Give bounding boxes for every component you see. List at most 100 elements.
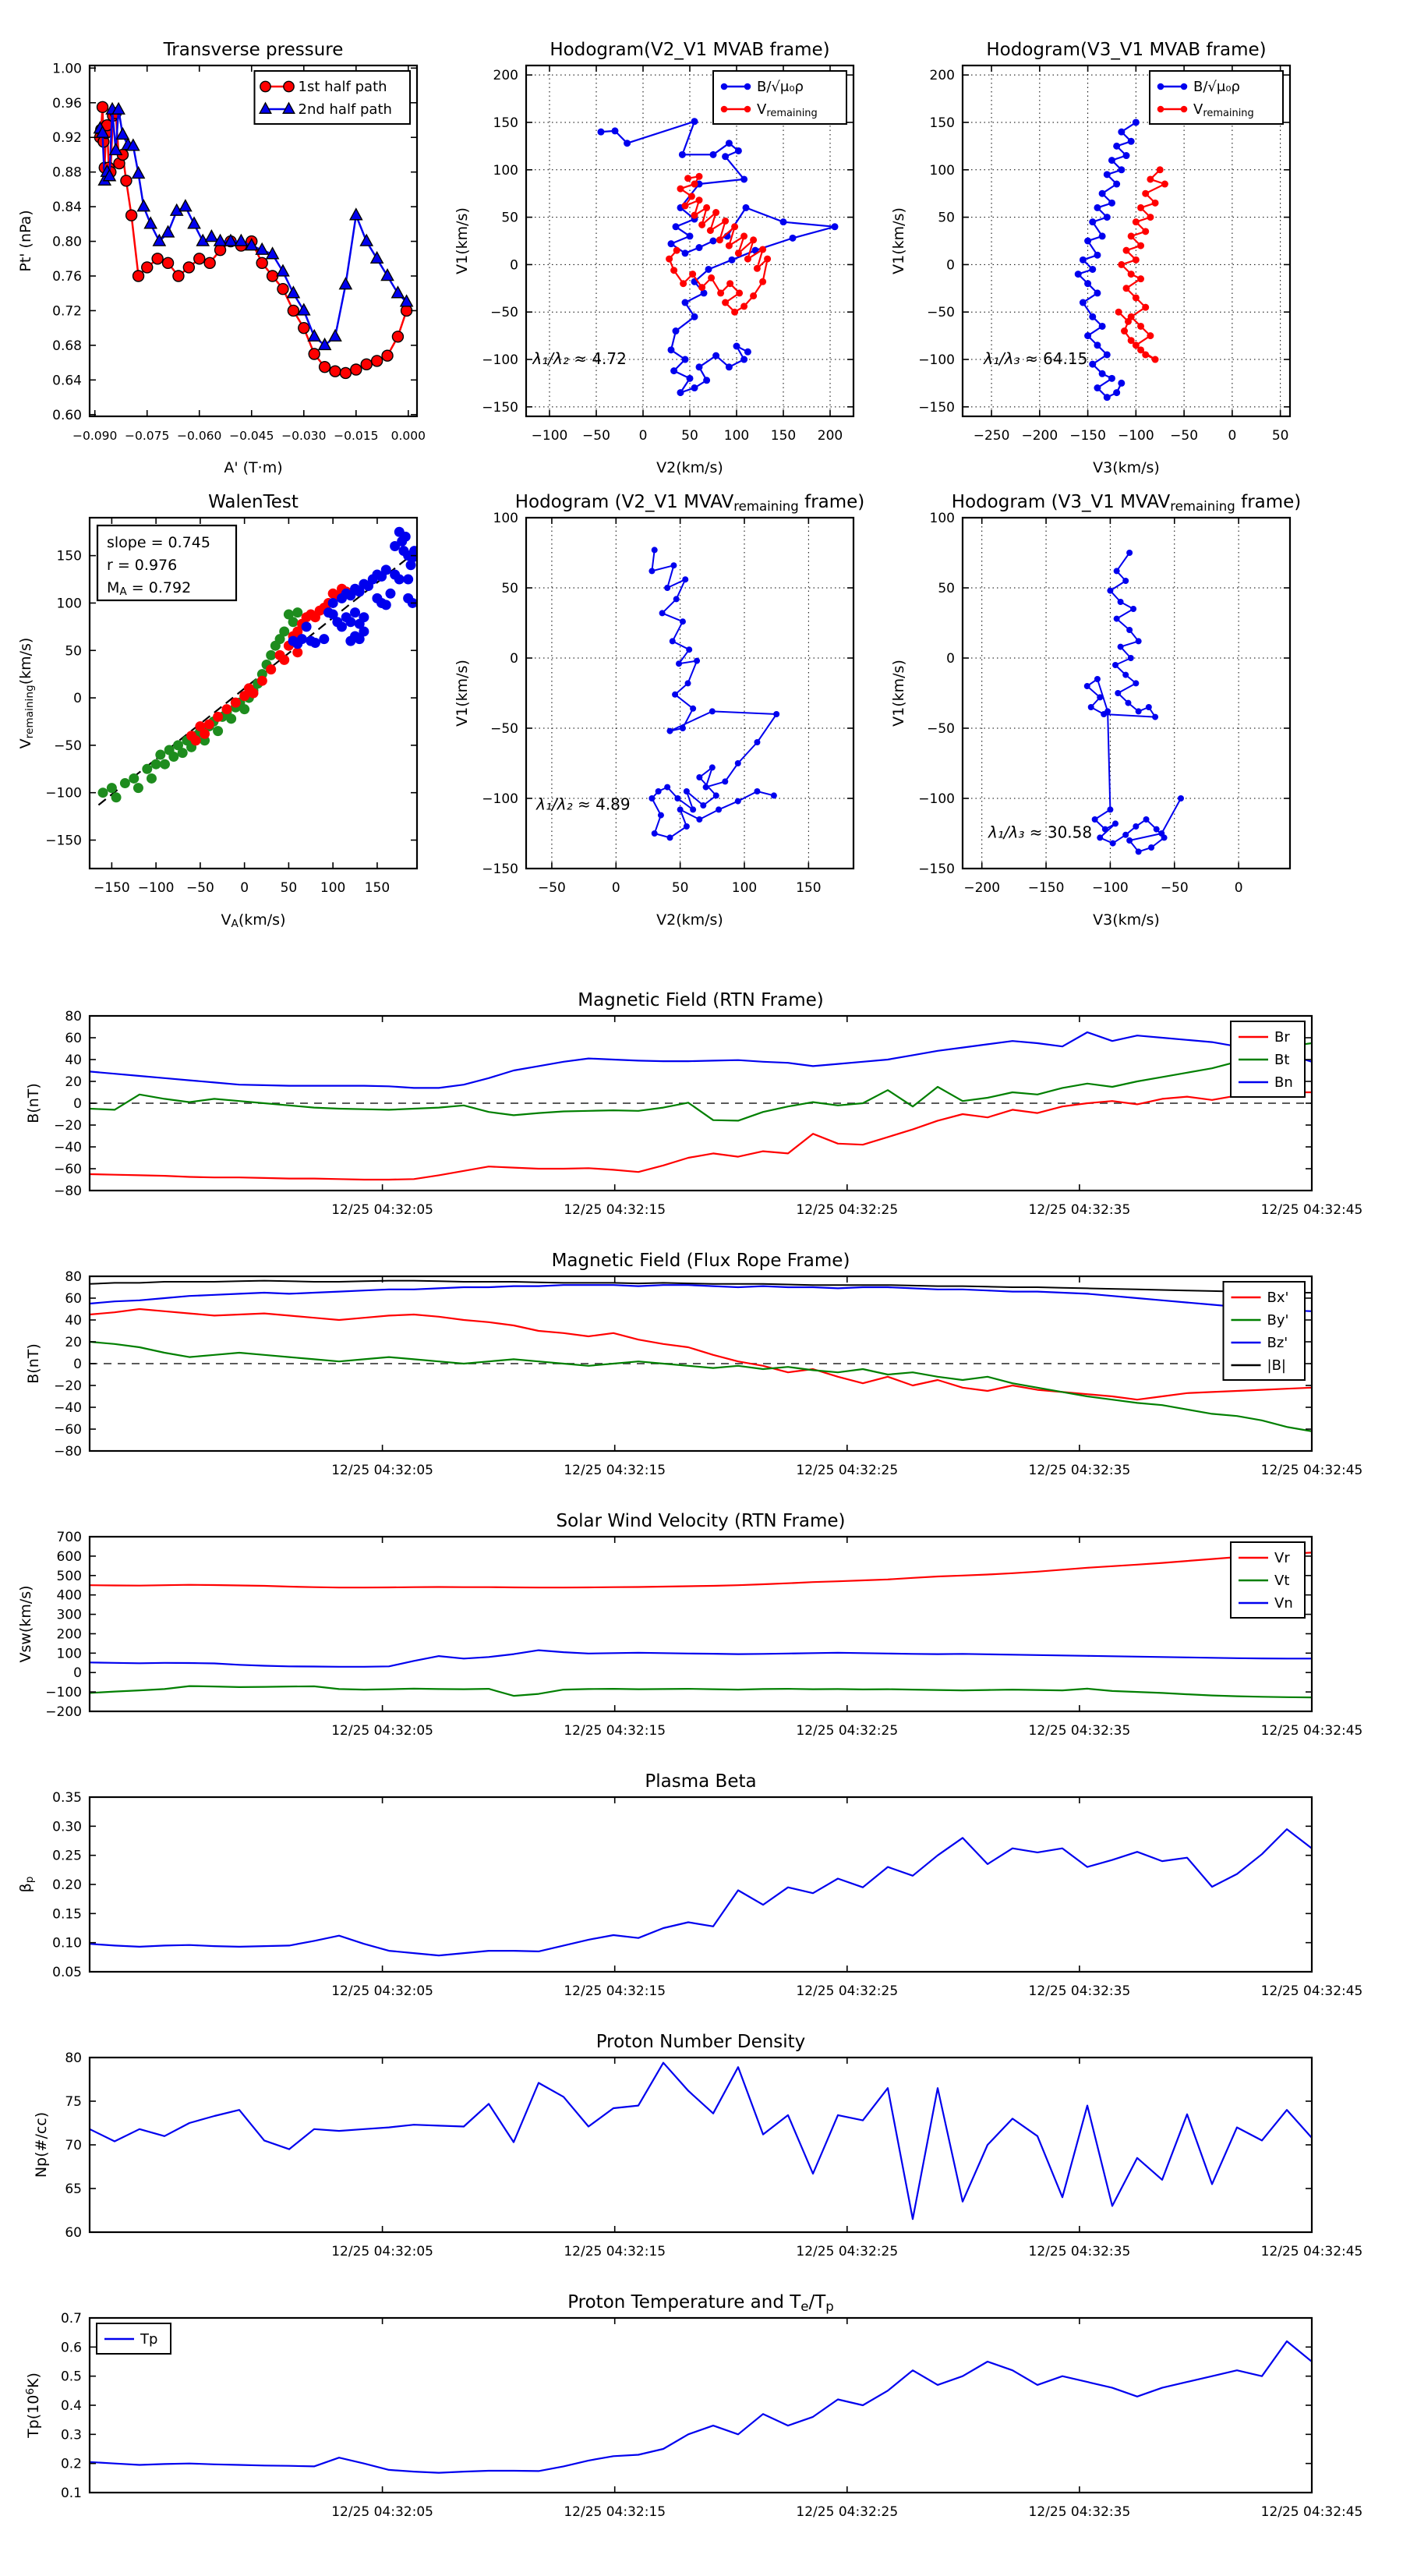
svg-text:40: 40 bbox=[65, 1053, 82, 1068]
svg-text:−150: −150 bbox=[482, 400, 518, 416]
svg-text:100: 100 bbox=[493, 163, 518, 179]
legend-solar-wind-velocity: Vr Vt Vn bbox=[1230, 1541, 1306, 1619]
svg-text:−50: −50 bbox=[927, 305, 955, 320]
ticks-hodogram-v2v1-mvab: −100 −50 0 50 100 150 200 −150 −100 −50 0 50 100 150 2… bbox=[482, 65, 853, 444]
xlabel-hodogram-v2v1-mvab: V2(km/s) bbox=[656, 459, 723, 476]
proton-number-density-series-0 bbox=[90, 2061, 1312, 2220]
svg-text:0.6: 0.6 bbox=[61, 2340, 82, 2355]
magnetic-field-flux-rope: 12/25 04:32:05 12/25 04:32:15 12/25 04:32:… bbox=[25, 1251, 1362, 1478]
svg-text:50: 50 bbox=[681, 428, 698, 444]
svg-text:−0.045: −0.045 bbox=[229, 429, 274, 443]
svg-text:150: 150 bbox=[796, 880, 821, 896]
svg-text:Br: Br bbox=[1274, 1029, 1290, 1046]
annotation-hodogram-v3v1-mvab: λ₁/λ₃ ≈ 64.15 bbox=[983, 349, 1087, 368]
svg-text:−80: −80 bbox=[54, 1444, 82, 1460]
legend-transverse-pressure: 1st half path 2nd half path bbox=[253, 70, 411, 125]
svg-text:200: 200 bbox=[57, 1626, 82, 1642]
svg-text:0.88: 0.88 bbox=[52, 165, 82, 181]
svg-text:12/25 04:32:45: 12/25 04:32:45 bbox=[1261, 1202, 1363, 1218]
svg-text:12/25 04:32:35: 12/25 04:32:35 bbox=[1029, 2244, 1131, 2259]
svg-text:−0.075: −0.075 bbox=[125, 429, 169, 443]
svg-text:12/25 04:32:15: 12/25 04:32:15 bbox=[564, 2504, 666, 2520]
svg-text:0: 0 bbox=[510, 257, 518, 273]
hodogram-v3v1-mvav: −200 −150 −100 −50 0 −150 −100 −50 0 50 100Hodogra… bbox=[890, 492, 1301, 929]
title-solar-wind-velocity: Solar Wind Velocity (RTN Frame) bbox=[556, 1511, 845, 1531]
proton-number-density: 12/25 04:32:05 12/25 04:32:15 12/25 04:32:… bbox=[33, 2032, 1362, 2259]
svg-text:12/25 04:32:35: 12/25 04:32:35 bbox=[1029, 1723, 1131, 1739]
svg-text:−100: −100 bbox=[918, 352, 955, 368]
svg-text:200: 200 bbox=[493, 68, 518, 83]
svg-text:12/25 04:32:35: 12/25 04:32:35 bbox=[1029, 2504, 1131, 2520]
ticks-transverse-pressure: −0.090 −0.075 −0.060 −0.045 −0.030 −0.015 0.00… bbox=[52, 61, 426, 443]
title-hodogram-v2v1-mvav: Hodogram (V2_V1 MVAVremaining frame) bbox=[515, 492, 865, 514]
svg-text:0.35: 0.35 bbox=[52, 1790, 82, 1806]
svg-text:12/25 04:32:15: 12/25 04:32:15 bbox=[564, 1202, 666, 1218]
svg-text:|B|: |B| bbox=[1267, 1357, 1286, 1374]
svg-text:50: 50 bbox=[672, 880, 689, 896]
svg-text:20: 20 bbox=[65, 1074, 82, 1090]
svg-text:150: 150 bbox=[771, 428, 796, 444]
svg-text:400: 400 bbox=[57, 1588, 82, 1604]
svg-text:0.20: 0.20 bbox=[52, 1877, 82, 1893]
svg-text:−60: −60 bbox=[54, 1422, 82, 1438]
xlabel-transverse-pressure: A' (T·m) bbox=[224, 459, 282, 476]
svg-text:12/25 04:32:25: 12/25 04:32:25 bbox=[796, 2504, 898, 2520]
svg-text:40: 40 bbox=[65, 1313, 82, 1329]
svg-text:−50: −50 bbox=[1170, 428, 1198, 444]
series-2nd half path bbox=[93, 101, 414, 351]
svg-text:0.4: 0.4 bbox=[61, 2398, 82, 2414]
svg-text:−100: −100 bbox=[532, 428, 568, 444]
svg-text:12/25 04:32:05: 12/25 04:32:05 bbox=[331, 2504, 433, 2520]
svg-text:50: 50 bbox=[501, 581, 518, 596]
title-magnetic-field-flux-rope: Magnetic Field (Flux Rope Frame) bbox=[552, 1251, 850, 1271]
svg-text:0.10: 0.10 bbox=[52, 1936, 82, 1951]
grid-hodogram-v2v1-mvav bbox=[526, 517, 853, 869]
svg-text:12/25 04:32:45: 12/25 04:32:45 bbox=[1261, 1463, 1363, 1478]
svg-text:100: 100 bbox=[724, 428, 749, 444]
svg-text:−150: −150 bbox=[94, 880, 130, 896]
svg-text:−80: −80 bbox=[54, 1184, 82, 1199]
title-plasma-beta: Plasma Beta bbox=[645, 1771, 756, 1792]
svg-text:150: 150 bbox=[493, 115, 518, 131]
svg-text:12/25 04:32:15: 12/25 04:32:15 bbox=[564, 1983, 666, 1999]
svg-text:−50: −50 bbox=[490, 721, 518, 737]
svg-text:0.25: 0.25 bbox=[52, 1849, 82, 1864]
svg-text:0.05: 0.05 bbox=[52, 1965, 82, 1980]
svg-text:−200: −200 bbox=[45, 1704, 82, 1720]
svg-text:50: 50 bbox=[938, 211, 955, 226]
annotation-hodogram-v3v1-mvav: λ₁/λ₃ ≈ 30.58 bbox=[988, 823, 1092, 841]
hodogram-v2v1-mvab: −100 −50 0 50 100 150 200 −150 −100 −50 0 50 100 150 2… bbox=[454, 40, 855, 476]
svg-text:0: 0 bbox=[73, 1096, 82, 1112]
svg-text:80: 80 bbox=[65, 1269, 82, 1285]
svg-text:MA = 0.792: MA = 0.792 bbox=[107, 579, 191, 598]
ticks-magnetic-field-flux-rope: 12/25 04:32:05 12/25 04:32:15 12/25 04:32:… bbox=[54, 1269, 1362, 1478]
hodogram-v3v1-mvav-series-0 bbox=[1083, 550, 1184, 855]
svg-text:100: 100 bbox=[930, 163, 955, 179]
series-Vn bbox=[90, 1649, 1312, 1668]
series-Bn bbox=[90, 1031, 1312, 1089]
svg-text:12/25 04:32:45: 12/25 04:32:45 bbox=[1261, 2504, 1363, 2520]
legend-magnetic-field-flux-rope: Bx' By' Bz' |B| bbox=[1222, 1281, 1306, 1381]
svg-text:500: 500 bbox=[57, 1569, 82, 1584]
svg-text:−100: −100 bbox=[482, 791, 518, 807]
svg-text:700: 700 bbox=[57, 1530, 82, 1545]
svg-text:−50: −50 bbox=[582, 428, 610, 444]
svg-text:B/√μ₀ρ: B/√μ₀ρ bbox=[757, 79, 804, 95]
svg-text:50: 50 bbox=[281, 880, 298, 896]
series-Vremaining bbox=[666, 172, 772, 316]
svg-text:0.84: 0.84 bbox=[52, 200, 82, 215]
svg-text:12/25 04:32:15: 12/25 04:32:15 bbox=[564, 2244, 666, 2259]
svg-text:0.68: 0.68 bbox=[52, 338, 82, 354]
svg-text:100: 100 bbox=[57, 1646, 82, 1661]
svg-text:−100: −100 bbox=[918, 791, 955, 807]
axes-frame bbox=[88, 516, 419, 870]
ticks-plasma-beta: 12/25 04:32:05 12/25 04:32:15 12/25 04:32:… bbox=[52, 1790, 1362, 1999]
svg-text:−100: −100 bbox=[1118, 428, 1154, 444]
svg-text:−150: −150 bbox=[1028, 880, 1065, 896]
svg-text:0.5: 0.5 bbox=[61, 2369, 82, 2385]
svg-text:−0.030: −0.030 bbox=[281, 429, 326, 443]
svg-text:0: 0 bbox=[73, 1665, 82, 1681]
svg-text:12/25 04:32:05: 12/25 04:32:05 bbox=[331, 1723, 433, 1739]
xlabel-hodogram-v3v1-mvav: V3(km/s) bbox=[1093, 911, 1160, 929]
